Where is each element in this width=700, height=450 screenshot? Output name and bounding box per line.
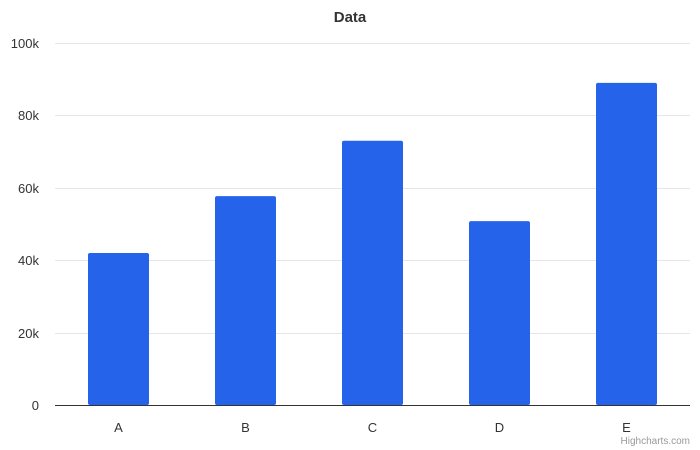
chart-title: Data bbox=[334, 9, 367, 26]
y-tick-label: 20k bbox=[18, 326, 39, 341]
x-tick-label: D bbox=[495, 420, 504, 435]
bar-b[interactable] bbox=[215, 196, 276, 405]
y-tick-label: 100k bbox=[11, 36, 40, 51]
y-tick-label: 40k bbox=[18, 253, 39, 268]
credits-link[interactable]: Highcharts.com bbox=[621, 436, 690, 447]
bar-e[interactable] bbox=[596, 82, 657, 405]
x-tick-label: C bbox=[368, 420, 377, 435]
y-tick-label: 80k bbox=[18, 108, 39, 123]
bars bbox=[88, 82, 657, 406]
x-tick-label: B bbox=[241, 420, 250, 435]
bar-a[interactable] bbox=[88, 252, 149, 405]
y-axis-labels: 0 20k 40k 60k 80k 100k bbox=[11, 36, 40, 413]
bar-c[interactable] bbox=[342, 140, 403, 406]
x-tick-label: E bbox=[622, 420, 631, 435]
bar-d[interactable] bbox=[469, 221, 530, 405]
y-tick-label: 60k bbox=[18, 181, 39, 196]
y-tick-label: 0 bbox=[32, 398, 39, 413]
x-axis-labels: A B C D E bbox=[114, 420, 631, 435]
x-tick-label: A bbox=[114, 420, 123, 435]
